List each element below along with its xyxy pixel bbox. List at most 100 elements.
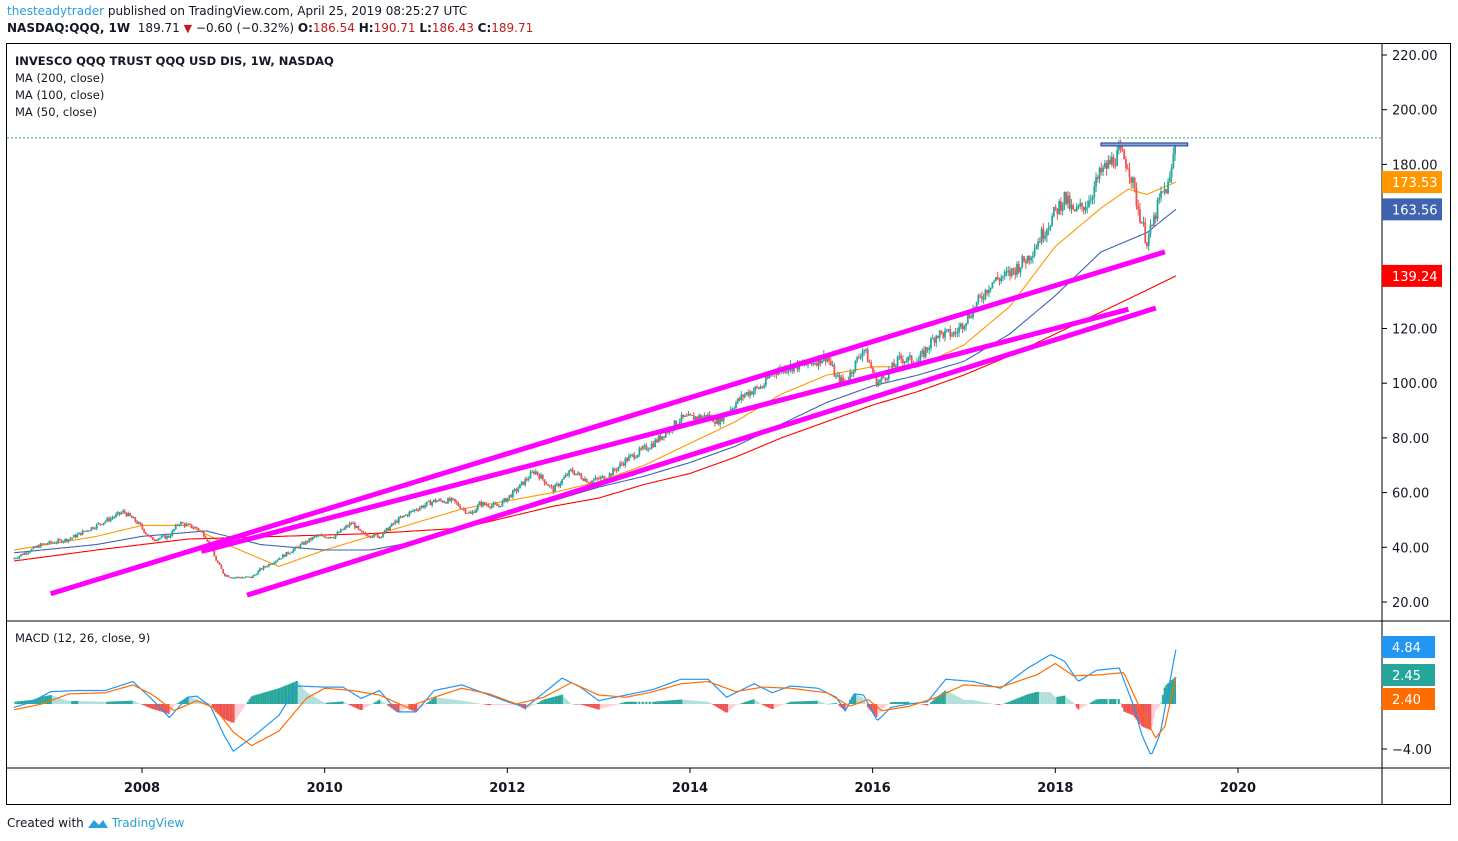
candle[interactable]	[1014, 266, 1017, 280]
candle[interactable]	[436, 500, 439, 503]
candle[interactable]	[113, 515, 116, 520]
candle[interactable]	[893, 358, 895, 367]
candle[interactable]	[654, 437, 657, 448]
candle[interactable]	[264, 565, 267, 568]
candle[interactable]	[1153, 212, 1155, 226]
candle[interactable]	[645, 443, 648, 451]
candle[interactable]	[534, 469, 537, 476]
candle[interactable]	[587, 481, 590, 484]
candle[interactable]	[123, 508, 126, 515]
candle[interactable]	[166, 534, 168, 541]
candle[interactable]	[78, 532, 81, 535]
candle[interactable]	[1060, 197, 1062, 215]
candle[interactable]	[1100, 162, 1103, 176]
candle[interactable]	[148, 534, 151, 537]
candle[interactable]	[945, 328, 948, 333]
candle[interactable]	[1167, 178, 1169, 195]
candle[interactable]	[749, 389, 751, 399]
candle[interactable]	[482, 501, 484, 508]
candle[interactable]	[16, 556, 19, 560]
candle[interactable]	[352, 521, 355, 524]
candle[interactable]	[382, 533, 384, 539]
candle[interactable]	[682, 414, 685, 419]
candle[interactable]	[1103, 159, 1106, 170]
candle[interactable]	[231, 577, 233, 579]
candle[interactable]	[188, 523, 191, 525]
candle[interactable]	[343, 526, 346, 531]
candle[interactable]	[238, 576, 240, 579]
candle[interactable]	[97, 522, 100, 525]
candle[interactable]	[550, 484, 553, 489]
candle[interactable]	[346, 524, 349, 528]
candle[interactable]	[250, 576, 253, 579]
candle[interactable]	[480, 499, 483, 508]
candle[interactable]	[387, 527, 390, 531]
candle[interactable]	[53, 541, 56, 544]
candle[interactable]	[457, 501, 460, 507]
candle[interactable]	[598, 475, 600, 480]
candle[interactable]	[71, 537, 73, 540]
candle[interactable]	[1049, 224, 1052, 232]
candle[interactable]	[921, 348, 924, 358]
candle[interactable]	[475, 507, 477, 513]
candle[interactable]	[1117, 139, 1120, 155]
candle[interactable]	[742, 394, 744, 401]
candle[interactable]	[506, 497, 509, 503]
candle[interactable]	[164, 535, 167, 539]
candle[interactable]	[283, 554, 286, 558]
candle[interactable]	[759, 384, 762, 390]
tradingview-link[interactable]: TradingView	[111, 816, 185, 830]
candle[interactable]	[223, 573, 226, 577]
candle[interactable]	[215, 555, 218, 561]
candle[interactable]	[524, 477, 527, 487]
candle[interactable]	[1000, 274, 1003, 284]
candle[interactable]	[243, 576, 246, 579]
candle[interactable]	[22, 553, 24, 556]
candle[interactable]	[1160, 186, 1162, 203]
candle[interactable]	[545, 481, 548, 485]
candle[interactable]	[332, 536, 335, 539]
candle[interactable]	[643, 443, 646, 450]
candle[interactable]	[373, 532, 376, 538]
candle[interactable]	[900, 352, 902, 364]
candle[interactable]	[413, 509, 416, 513]
candle[interactable]	[23, 552, 26, 556]
candle[interactable]	[859, 353, 862, 361]
candle[interactable]	[153, 538, 156, 542]
candle[interactable]	[64, 538, 66, 544]
candle[interactable]	[866, 346, 869, 363]
candle[interactable]	[303, 541, 305, 546]
candle[interactable]	[1139, 202, 1141, 225]
candle[interactable]	[736, 397, 739, 405]
candle[interactable]	[37, 544, 40, 548]
candle[interactable]	[399, 515, 402, 519]
candle[interactable]	[754, 385, 757, 395]
candle[interactable]	[510, 493, 513, 498]
candle[interactable]	[503, 497, 506, 504]
candle[interactable]	[634, 455, 637, 459]
candle[interactable]	[424, 502, 427, 510]
candle[interactable]	[489, 506, 492, 510]
candle[interactable]	[239, 576, 242, 579]
candle[interactable]	[357, 525, 360, 531]
candle[interactable]	[617, 466, 620, 472]
candle[interactable]	[592, 477, 595, 483]
candle[interactable]	[1093, 180, 1096, 204]
candle[interactable]	[610, 473, 613, 478]
candle[interactable]	[1114, 158, 1117, 170]
candle[interactable]	[85, 530, 88, 533]
candle[interactable]	[1163, 182, 1166, 196]
candle[interactable]	[304, 540, 307, 546]
candle[interactable]	[1072, 203, 1075, 211]
candle[interactable]	[870, 359, 873, 369]
candle[interactable]	[619, 460, 621, 469]
candle[interactable]	[685, 413, 688, 417]
candle[interactable]	[364, 531, 367, 536]
candle[interactable]	[856, 355, 859, 364]
candle[interactable]	[1031, 251, 1034, 264]
candle[interactable]	[169, 534, 172, 539]
candle[interactable]	[568, 469, 571, 479]
candle[interactable]	[118, 512, 121, 517]
candle[interactable]	[714, 420, 716, 427]
